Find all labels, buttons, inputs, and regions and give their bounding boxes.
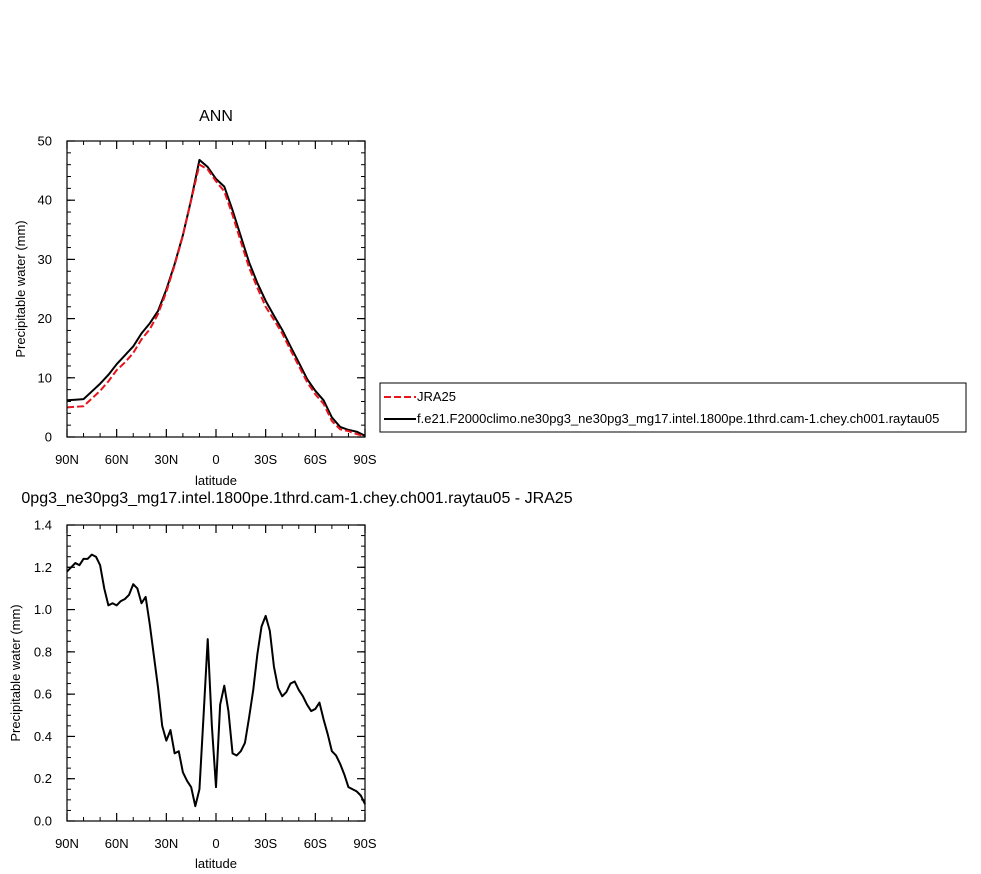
- legend-label-model: f.e21.F2000climo.ne30pg3_ne30pg3_mg17.in…: [417, 411, 939, 426]
- top-x-axis-label: latitude: [195, 473, 237, 488]
- top-x-tick-label: 60S: [304, 452, 327, 467]
- top-axis-ticks: 90N 60N 30N 0 30S 60S 90S 0 10 20 30 40 50: [38, 134, 377, 468]
- bottom-y-tick-label: 1.4: [34, 518, 52, 533]
- bottom-y-tick-label: 0.2: [34, 771, 52, 786]
- top-x-tick-label: 0: [212, 452, 219, 467]
- bottom-axis-ticks: 90N 60N 30N 0 30S 60S 90S 0.0 0.2 0.4 0.6 0.8 1.0 1.2…: [34, 518, 377, 852]
- legend-label-jra25: JRA25: [417, 389, 456, 404]
- top-series-line-0: [66, 163, 366, 438]
- bottom-x-tick-label: 60S: [304, 836, 327, 851]
- top-series-line-1: [66, 158, 366, 437]
- bottom-x-tick-label: 90S: [353, 836, 376, 851]
- bottom-y-tick-label: 0.8: [34, 644, 52, 659]
- top-x-tick-label: 60N: [105, 452, 129, 467]
- top-y-tick-label: 40: [38, 193, 52, 208]
- top-x-tick-label: 90S: [353, 452, 376, 467]
- bottom-y-tick-label: 0.0: [34, 814, 52, 829]
- bottom-x-tick-label: 0: [212, 836, 219, 851]
- top-y-tick-label: 30: [38, 252, 52, 267]
- top-y-tick-label: 0: [45, 430, 52, 445]
- legend-box: [379, 382, 967, 433]
- top-y-tick-label: 10: [38, 370, 52, 385]
- top-x-tick-label: 30N: [154, 452, 178, 467]
- top-plot-frame: [66, 140, 366, 438]
- bottom-x-axis-label: latitude: [195, 856, 237, 871]
- bottom-series-line-0: [66, 553, 366, 808]
- bottom-x-tick-label: 90N: [55, 836, 79, 851]
- bottom-y-tick-label: 1.0: [34, 602, 52, 617]
- bottom-y-axis-label: Precipitable water (mm): [8, 604, 23, 741]
- top-x-tick-label: 90N: [55, 452, 79, 467]
- bottom-y-tick-label: 0.4: [34, 729, 52, 744]
- top-x-tick-label: 30S: [254, 452, 277, 467]
- top-y-tick-label: 50: [38, 134, 52, 149]
- top-y-axis-label: Precipitable water (mm): [13, 220, 28, 357]
- bottom-y-tick-label: 0.6: [34, 687, 52, 702]
- top-panel: ANN 90N 60N 30N 0 30S 60S 90S 0 10 20 30 40 50 latit…: [13, 108, 377, 488]
- legend: JRA25 f.e21.F2000climo.ne30pg3_ne30pg3_m…: [379, 382, 967, 433]
- bottom-y-tick-label: 1.2: [34, 560, 52, 575]
- bottom-x-tick-label: 60N: [105, 836, 129, 851]
- top-y-tick-label: 20: [38, 311, 52, 326]
- bottom-x-tick-label: 30N: [154, 836, 178, 851]
- top-chart-title: ANN: [199, 108, 233, 125]
- bottom-panel: 0pg3_ne30pg3_mg17.intel.1800pe.1thrd.cam…: [8, 490, 573, 871]
- bottom-series-lines: [66, 553, 366, 808]
- bottom-x-tick-label: 30S: [254, 836, 277, 851]
- bottom-chart-title: 0pg3_ne30pg3_mg17.intel.1800pe.1thrd.cam…: [21, 490, 572, 507]
- top-series-lines: [66, 158, 366, 438]
